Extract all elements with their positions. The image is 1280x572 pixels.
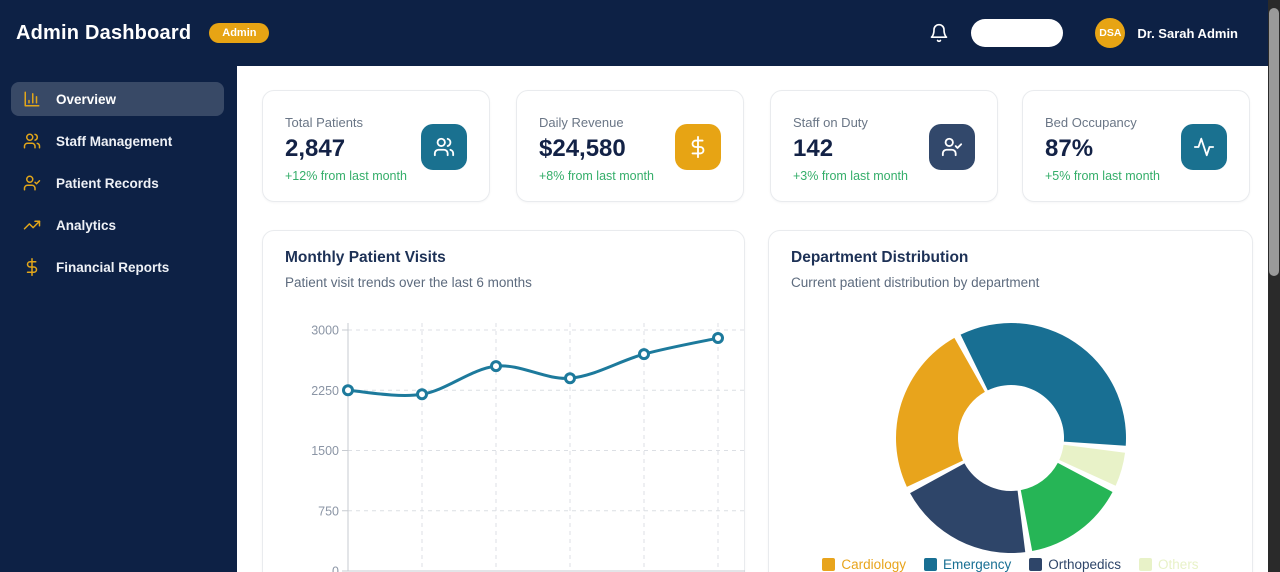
- monthly-visits-card: Monthly Patient Visits Patient visit tre…: [262, 230, 745, 572]
- main-content: Total Patients 2,847 +12% from last mont…: [237, 66, 1268, 572]
- svg-text:750: 750: [318, 504, 339, 518]
- stat-value: 87%: [1045, 135, 1094, 162]
- legend-label: Emergency: [942, 557, 1012, 572]
- stat-label: Total Patients: [285, 115, 364, 130]
- legend-label: Others: [1158, 557, 1199, 572]
- donut-legend: Cardiology Emergency Orthopedics Others: [769, 557, 1252, 572]
- sidebar-item-overview[interactable]: Overview: [11, 82, 224, 116]
- legend-swatch: [822, 558, 836, 571]
- sidebar-item-financial-reports[interactable]: Financial Reports: [11, 250, 224, 284]
- role-badge: Admin: [209, 23, 270, 43]
- legend-swatch: [1139, 558, 1153, 571]
- dollar-icon: [675, 124, 721, 170]
- department-distribution-card: Department Distribution Current patient …: [768, 230, 1253, 572]
- stat-delta: +5% from last month: [1045, 169, 1160, 183]
- stat-card-daily-revenue: Daily Revenue $24,580 +8% from last mont…: [516, 90, 744, 202]
- app-title: Admin Dashboard: [16, 21, 192, 44]
- sidebar-item-label: Analytics: [56, 217, 117, 233]
- legend-label: Orthopedics: [1048, 557, 1122, 572]
- stat-card-staff-on-duty: Staff on Duty 142 +3% from last month: [770, 90, 998, 202]
- sidebar-item-label: Overview: [56, 91, 117, 107]
- bell-icon[interactable]: [929, 23, 949, 43]
- avatar[interactable]: DSA: [1095, 18, 1126, 48]
- chart-subtitle: Patient visit trends over the last 6 mon…: [285, 275, 532, 290]
- user-name: Dr. Sarah Admin: [1137, 25, 1238, 41]
- navbar-right-cluster: DSA Dr. Sarah Admin: [929, 18, 1238, 48]
- svg-text:2250: 2250: [311, 384, 339, 398]
- chart-subtitle: Current patient distribution by departme…: [791, 275, 1040, 290]
- sidebar-item-analytics[interactable]: Analytics: [11, 208, 224, 242]
- svg-text:1500: 1500: [311, 444, 339, 458]
- stat-value: 2,847: [285, 135, 346, 162]
- stat-label: Bed Occupancy: [1045, 115, 1137, 130]
- chart-title: Department Distribution: [791, 249, 969, 266]
- svg-text:3000: 3000: [311, 324, 339, 338]
- user-check-icon: [23, 174, 41, 192]
- stat-card-bed-occupancy: Bed Occupancy 87% +5% from last month: [1022, 90, 1250, 202]
- navbar-pill-button[interactable]: [971, 19, 1064, 47]
- stat-value: 142: [793, 135, 834, 162]
- legend-item-orthopedics: Orthopedics: [1029, 557, 1121, 572]
- legend-swatch: [1029, 558, 1043, 571]
- browser-scrollbar[interactable]: [1268, 0, 1280, 572]
- chart-title: Monthly Patient Visits: [285, 249, 446, 266]
- activity-icon: [1181, 124, 1227, 170]
- scrollbar-thumb[interactable]: [1269, 8, 1279, 276]
- stat-label: Daily Revenue: [539, 115, 624, 130]
- stat-card-total-patients: Total Patients 2,847 +12% from last mont…: [262, 90, 490, 202]
- sidebar-item-label: Staff Management: [56, 133, 173, 149]
- top-navbar: Admin Dashboard Admin DSA Dr. Sarah Admi…: [0, 0, 1268, 66]
- sidebar: Overview Staff Management Patient Record…: [0, 66, 237, 572]
- dollar-icon: [23, 258, 41, 276]
- trending-up-icon: [23, 216, 41, 234]
- department-donut-chart: [895, 323, 1127, 553]
- sidebar-item-label: Patient Records: [56, 175, 159, 191]
- sidebar-item-label: Financial Reports: [56, 259, 170, 275]
- legend-item-others: Others: [1139, 557, 1199, 572]
- sidebar-item-patient-records[interactable]: Patient Records: [11, 166, 224, 200]
- stat-value: $24,580: [539, 135, 626, 162]
- stat-delta: +12% from last month: [285, 169, 407, 183]
- legend-swatch: [923, 558, 937, 571]
- legend-item-cardiology: Cardiology: [822, 557, 906, 572]
- users-icon: [23, 132, 41, 150]
- stat-label: Staff on Duty: [793, 115, 868, 130]
- monthly-visits-line-chart: 0 750 1500 2250 3000: [311, 323, 745, 572]
- stat-delta: +3% from last month: [793, 169, 908, 183]
- legend-item-emergency: Emergency: [923, 557, 1012, 572]
- svg-text:0: 0: [332, 565, 339, 572]
- sidebar-item-staff-management[interactable]: Staff Management: [11, 124, 224, 158]
- legend-label: Cardiology: [841, 557, 906, 572]
- bar-chart-icon: [23, 90, 41, 108]
- user-check-icon: [929, 124, 975, 170]
- users-icon: [421, 124, 467, 170]
- stat-delta: +8% from last month: [539, 169, 654, 183]
